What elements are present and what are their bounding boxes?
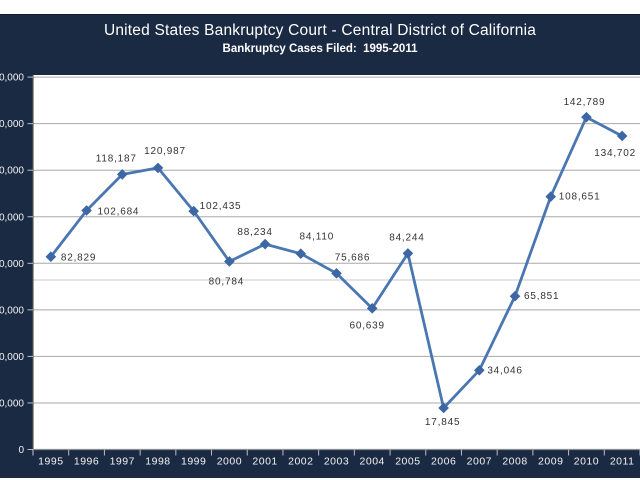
data-point-marker [366,303,378,314]
data-point-label: 102,684 [98,207,140,218]
x-tick-label: 2007 [467,456,492,468]
y-tick-label: 120,000 [0,166,24,177]
x-tick-label: 1995 [38,456,63,468]
data-point-marker [45,251,57,263]
data-point-marker [474,364,485,376]
x-tick-label: 2008 [502,456,527,468]
data-point-label: 142,789 [564,97,606,108]
x-tick-label: 2011 [610,456,635,468]
chart-subtitle: Bankruptcy Cases Filed: 1995-2011 [222,43,418,55]
data-point-label: 108,651 [559,192,601,203]
data-point-label: 134,702 [594,148,636,159]
data-point-label: 102,435 [200,201,242,212]
data-point-marker [81,205,92,216]
data-point-label: 34,046 [487,365,522,376]
data-point-marker [438,402,449,414]
data-point-marker [116,169,128,180]
x-tick-label: 2000 [217,456,242,468]
x-tick-label: 2002 [288,456,313,468]
data-point-marker [259,238,271,250]
x-tick-label: 2005 [395,456,420,468]
data-point-marker [224,256,235,267]
y-tick-label: 140,000 [0,119,24,130]
y-tick-label: 20,000 [0,398,24,409]
x-tick-label: 2010 [574,456,599,468]
plot-area [33,75,640,450]
data-point-label: 120,987 [144,146,186,157]
data-point-label: 84,110 [299,232,334,243]
data-point-label: 82,829 [61,253,96,264]
y-tick-label: 60,000 [0,305,24,316]
data-point-label: 60,639 [350,320,385,331]
data-point-marker [295,248,307,260]
chart-title: United States Bankruptcy Court - Central… [103,22,537,39]
x-tick-label: 2009 [538,456,563,468]
x-tick-label: 1997 [110,456,135,468]
x-tick-label: 1998 [145,456,170,468]
data-point-marker [188,205,199,217]
data-point-label: 65,851 [524,291,559,302]
x-tick-label: 2001 [252,456,277,468]
x-tick-label: 2006 [431,456,456,468]
data-point-marker [616,130,628,142]
data-point-marker [402,248,414,259]
x-tick-label: 2003 [324,456,349,468]
data-point-label: 88,234 [237,227,272,238]
data-point-marker [331,268,342,279]
data-point-marker [581,111,592,123]
y-tick-label: 0 [18,445,24,456]
data-point-marker [545,191,557,202]
x-tick-label: 1999 [181,456,206,468]
data-point-label: 118,187 [96,153,137,164]
x-tick-label: 1996 [74,456,99,468]
y-tick-label: 80,000 [0,259,24,270]
y-tick-label: 100,000 [0,212,24,223]
data-point-marker [509,290,521,302]
data-point-label: 17,845 [425,417,460,428]
x-tick-label: 2004 [360,456,385,468]
data-point-label: 80,784 [209,276,244,287]
y-tick-label: 160,000 [0,73,24,84]
data-point-marker [152,162,164,174]
data-point-label: 75,686 [335,252,370,263]
y-tick-label: 40,000 [0,352,24,363]
data-point-label: 84,244 [389,232,424,243]
